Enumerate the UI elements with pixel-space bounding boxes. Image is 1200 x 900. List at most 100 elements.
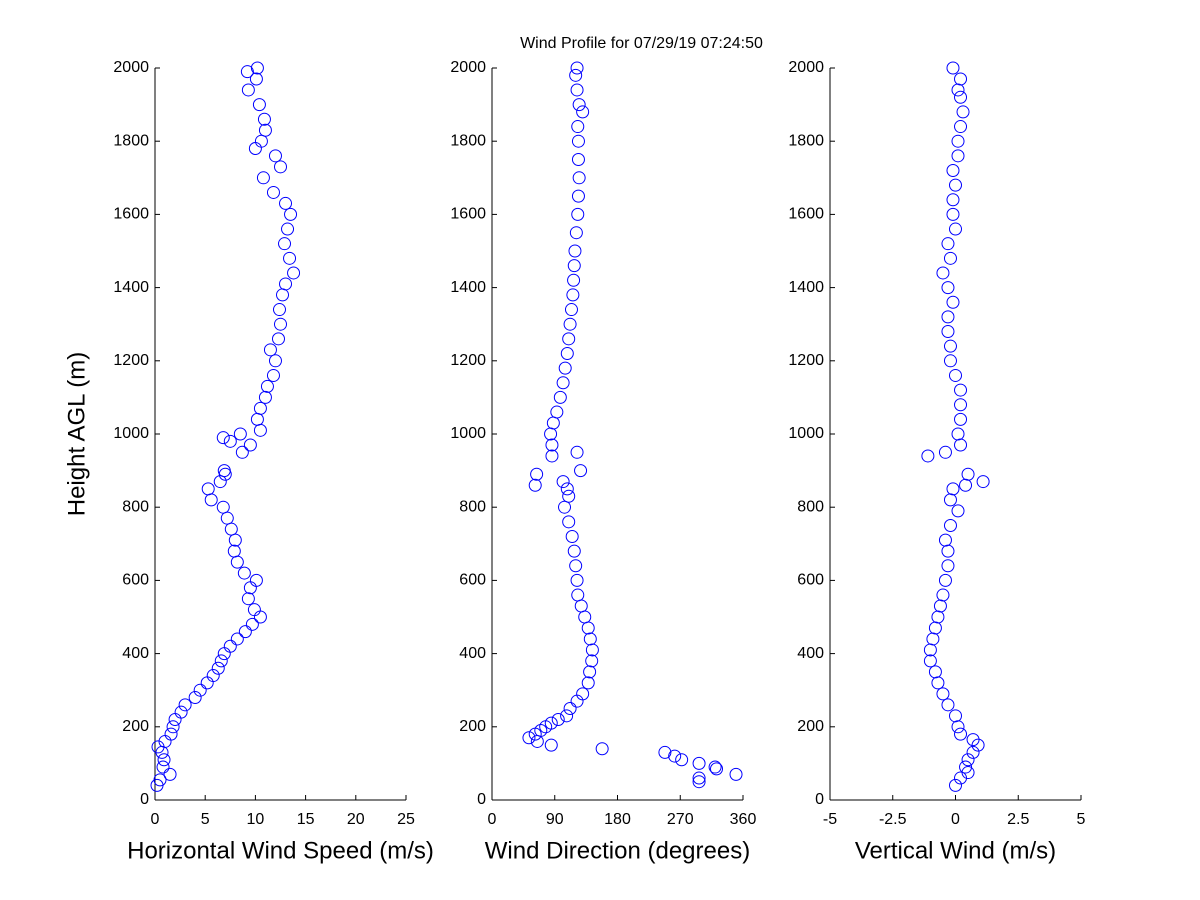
point (211, 661, 225, 675)
point (933, 599, 947, 613)
point (954, 438, 968, 452)
point (946, 482, 960, 496)
point (936, 687, 950, 701)
point (528, 478, 542, 492)
point (951, 149, 965, 163)
point (220, 511, 234, 525)
point (206, 669, 220, 683)
x-tick-label: 5 (201, 811, 210, 828)
point (257, 112, 271, 126)
point (544, 716, 558, 730)
point (223, 434, 237, 448)
point (188, 691, 202, 705)
x-tick-label: 15 (297, 811, 315, 828)
point (281, 222, 295, 236)
point (943, 354, 957, 368)
point (568, 244, 582, 258)
point (287, 266, 301, 280)
point (551, 712, 565, 726)
point (240, 65, 254, 79)
point (564, 303, 578, 317)
point (216, 431, 230, 445)
point (544, 738, 558, 752)
point (585, 643, 599, 657)
point (562, 489, 576, 503)
y-tick-label: 1200 (788, 352, 824, 369)
point (583, 665, 597, 679)
point (243, 581, 257, 595)
point (252, 98, 266, 112)
point (258, 123, 272, 137)
y-tick-label: 1000 (113, 425, 149, 442)
point (954, 120, 968, 134)
point (223, 639, 237, 653)
point (949, 178, 962, 192)
point (153, 773, 167, 787)
point (570, 83, 584, 97)
y-tick-label: 800 (122, 498, 149, 515)
y-tick-label: 1400 (450, 279, 486, 296)
point (230, 632, 244, 646)
point (954, 398, 968, 412)
point (951, 134, 965, 148)
point (200, 676, 214, 690)
point (954, 72, 968, 86)
point (274, 317, 287, 331)
y-tick-label: 600 (797, 572, 824, 589)
point (941, 237, 955, 251)
point (193, 683, 207, 697)
point (254, 134, 268, 148)
point (921, 449, 935, 463)
y-tick-label: 1400 (113, 279, 149, 296)
point (928, 621, 942, 635)
point (279, 277, 293, 291)
point (576, 687, 590, 701)
point (572, 171, 586, 185)
point (233, 427, 247, 441)
point (923, 643, 937, 657)
point (217, 464, 231, 478)
point (692, 756, 706, 770)
point (567, 273, 581, 287)
y-tick-label: 2000 (113, 59, 149, 76)
point (253, 401, 267, 415)
point (268, 354, 282, 368)
point (570, 61, 584, 75)
point (941, 698, 955, 712)
point (530, 467, 544, 481)
point (959, 478, 973, 492)
y-tick-label: 800 (459, 498, 486, 515)
point (710, 762, 724, 776)
y-tick-label: 2000 (788, 59, 824, 76)
point (217, 647, 231, 661)
chart-title: Wind Profile for 07/29/19 07:24:50 (520, 35, 763, 52)
point (256, 171, 270, 185)
point (214, 654, 228, 668)
point (966, 733, 980, 747)
point (961, 467, 975, 481)
point (567, 259, 581, 273)
point (946, 295, 960, 309)
y-axis-label: Height AGL (m) (63, 352, 90, 517)
y-tick-label: 1800 (450, 132, 486, 149)
point (260, 379, 274, 393)
point (951, 504, 965, 518)
point (949, 222, 962, 236)
x-tick-label: 0 (151, 811, 160, 828)
point (954, 90, 968, 104)
point (248, 142, 262, 156)
point (938, 573, 952, 587)
point (708, 760, 722, 774)
point (249, 573, 263, 587)
y-tick-label: 2000 (450, 59, 486, 76)
point (567, 544, 581, 558)
point (562, 515, 576, 529)
point (571, 134, 585, 148)
y-tick-label: 200 (122, 718, 149, 735)
point (241, 592, 255, 606)
x-tick-label: 360 (730, 811, 757, 828)
point (522, 731, 536, 745)
point (961, 766, 975, 780)
point (558, 361, 572, 375)
point (216, 500, 230, 514)
